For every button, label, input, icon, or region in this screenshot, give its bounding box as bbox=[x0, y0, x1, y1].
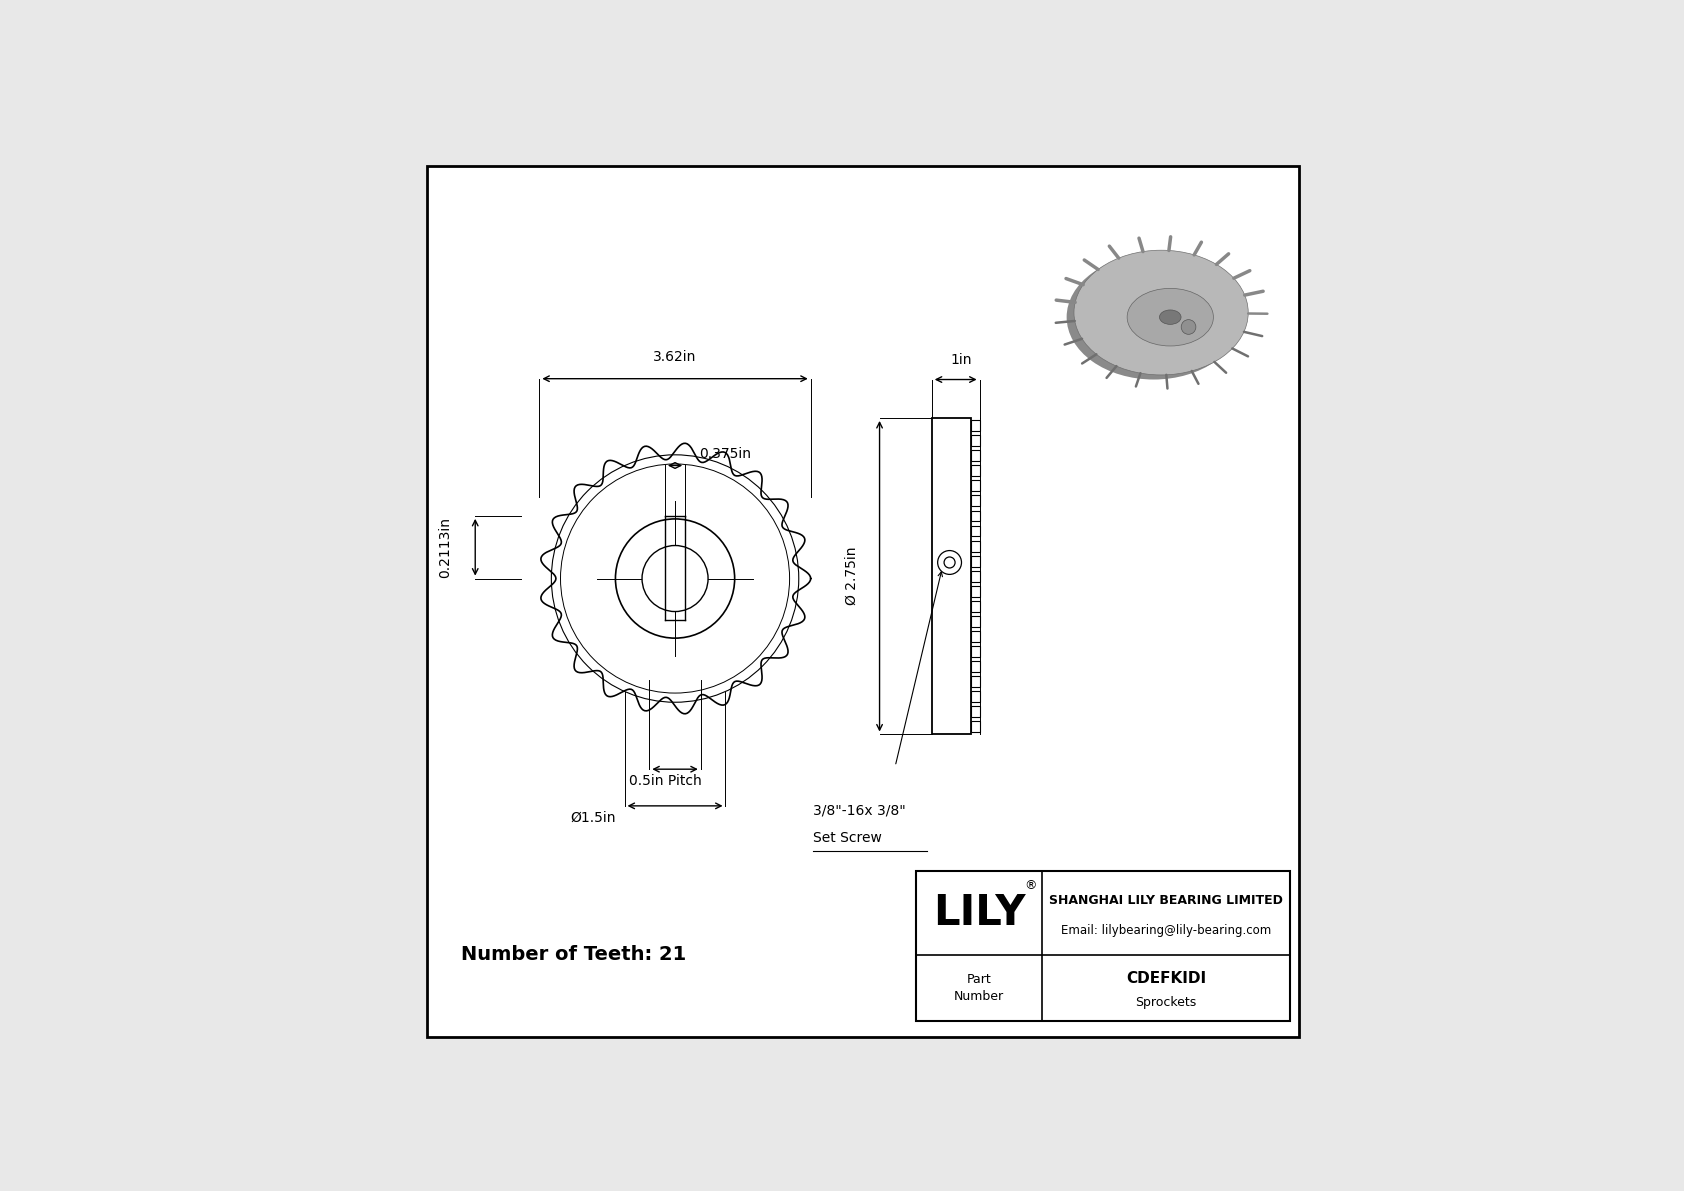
Text: 0.5in Pitch: 0.5in Pitch bbox=[630, 774, 702, 787]
Text: LILY: LILY bbox=[933, 892, 1026, 934]
Bar bbox=[972, 541, 980, 551]
Bar bbox=[972, 556, 980, 567]
Text: Set Screw: Set Screw bbox=[813, 831, 881, 844]
Bar bbox=[972, 525, 980, 536]
Bar bbox=[972, 420, 980, 431]
Bar bbox=[972, 466, 980, 476]
Bar bbox=[972, 480, 980, 491]
Ellipse shape bbox=[1160, 310, 1180, 324]
Ellipse shape bbox=[1066, 255, 1241, 380]
Text: Ø1.5in: Ø1.5in bbox=[569, 810, 615, 824]
Ellipse shape bbox=[1127, 288, 1214, 345]
Text: 1in: 1in bbox=[950, 353, 972, 367]
Text: ®: ® bbox=[1024, 879, 1037, 892]
Bar bbox=[972, 586, 980, 597]
Bar bbox=[916, 871, 1290, 1022]
Bar bbox=[972, 435, 980, 447]
Text: 0.2113in: 0.2113in bbox=[438, 517, 453, 578]
Circle shape bbox=[945, 557, 955, 568]
Ellipse shape bbox=[1074, 250, 1248, 375]
Bar bbox=[972, 631, 980, 642]
Text: Sprockets: Sprockets bbox=[1135, 997, 1197, 1010]
Bar bbox=[972, 495, 980, 506]
Text: 3/8"-16x 3/8": 3/8"-16x 3/8" bbox=[813, 803, 906, 817]
Polygon shape bbox=[541, 443, 810, 713]
Circle shape bbox=[1180, 319, 1196, 335]
Text: CDEFKIDI: CDEFKIDI bbox=[1127, 971, 1206, 986]
Text: Part
Number: Part Number bbox=[953, 973, 1004, 1004]
Circle shape bbox=[615, 519, 734, 638]
Text: Number of Teeth: 21: Number of Teeth: 21 bbox=[461, 944, 687, 964]
Text: Email: lilybearing@lily-bearing.com: Email: lilybearing@lily-bearing.com bbox=[1061, 924, 1271, 936]
Bar bbox=[972, 706, 980, 717]
Bar bbox=[972, 722, 980, 732]
Bar bbox=[972, 450, 980, 461]
Bar bbox=[972, 691, 980, 703]
Bar bbox=[972, 676, 980, 687]
Text: 3.62in: 3.62in bbox=[653, 350, 697, 364]
Text: Ø 2.75in: Ø 2.75in bbox=[844, 547, 859, 605]
Bar bbox=[972, 661, 980, 672]
Text: SHANGHAI LILY BEARING LIMITED: SHANGHAI LILY BEARING LIMITED bbox=[1049, 894, 1283, 908]
Bar bbox=[972, 616, 980, 626]
Bar bbox=[972, 647, 980, 657]
Text: 0.375in: 0.375in bbox=[699, 447, 751, 461]
Bar bbox=[972, 570, 980, 581]
Circle shape bbox=[938, 550, 962, 574]
Bar bbox=[972, 511, 980, 522]
Bar bbox=[931, 418, 972, 735]
Bar bbox=[972, 601, 980, 612]
Circle shape bbox=[642, 545, 707, 611]
